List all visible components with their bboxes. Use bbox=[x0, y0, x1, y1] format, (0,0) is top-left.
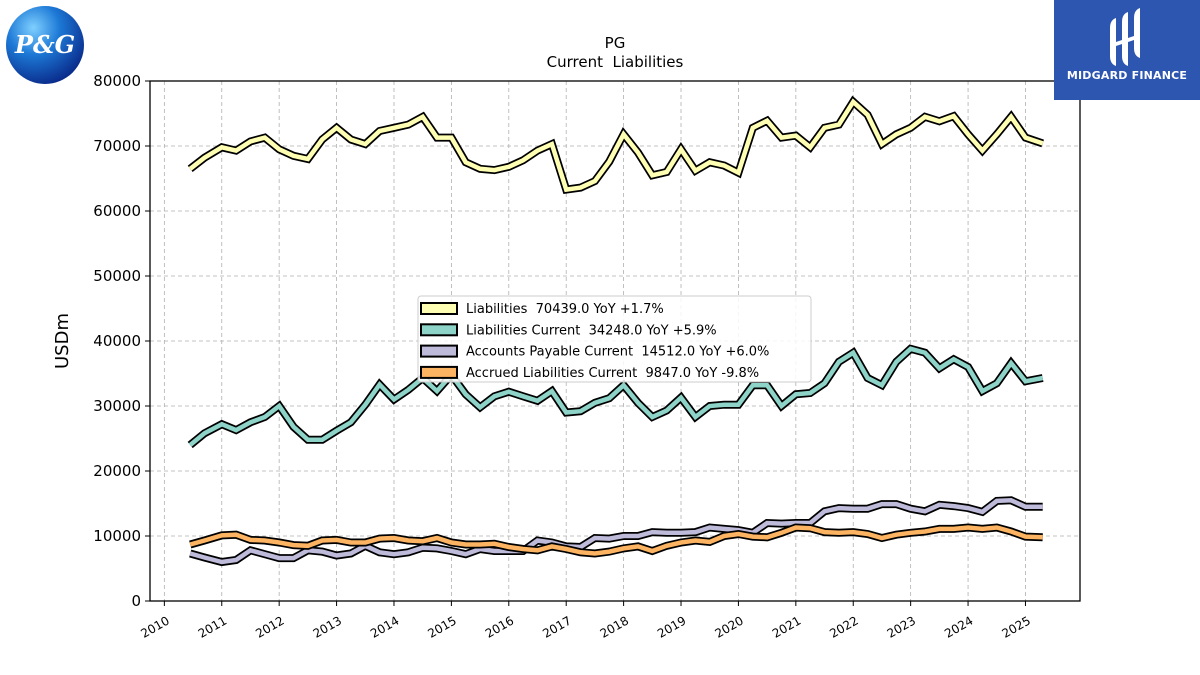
legend-swatch-3 bbox=[420, 365, 458, 379]
series-lines bbox=[187, 95, 1044, 567]
legend-label-2: Accounts Payable Current 14512.0 YoY +6.… bbox=[466, 345, 769, 360]
legend-swatch-1 bbox=[420, 323, 458, 337]
series-line-3 bbox=[189, 525, 1043, 556]
chart-subtitle: Current Liabilities bbox=[547, 53, 684, 71]
x-tick-label: 2012 bbox=[253, 613, 286, 640]
pg-logo-text: P&G bbox=[14, 30, 75, 59]
x-tick-label: 2023 bbox=[885, 613, 918, 640]
midgard-finance-logo: MIDGARD FINANCE bbox=[1054, 0, 1200, 100]
y-tick-label: 60000 bbox=[93, 202, 141, 220]
y-tick-label: 30000 bbox=[93, 397, 141, 415]
x-tick-label: 2016 bbox=[483, 613, 516, 640]
midgard-logo-text: MIDGARD FINANCE bbox=[1066, 69, 1188, 82]
y-tick-label: 50000 bbox=[93, 267, 141, 285]
series-line-2 bbox=[189, 498, 1043, 565]
legend-label-0: Liabilities 70439.0 YoY +1.7% bbox=[466, 302, 664, 317]
x-tick-label: 2014 bbox=[368, 613, 401, 640]
y-tick-label: 20000 bbox=[93, 462, 141, 480]
x-tick-label: 2021 bbox=[770, 613, 803, 640]
pg-logo: P&G bbox=[6, 6, 84, 84]
x-tick-label: 2019 bbox=[655, 613, 688, 640]
x-tick-label: 2024 bbox=[942, 613, 975, 640]
y-tick-label: 40000 bbox=[93, 332, 141, 350]
x-tick-label: 2010 bbox=[138, 613, 171, 640]
chart-title: PG bbox=[605, 34, 626, 52]
legend-box bbox=[417, 295, 812, 383]
x-tick-label: 2015 bbox=[425, 613, 458, 640]
y-tick-label: 0 bbox=[131, 592, 141, 610]
x-tick-label: 2018 bbox=[598, 613, 631, 640]
x-tick-label: 2017 bbox=[540, 613, 573, 640]
y-tick-label: 70000 bbox=[93, 137, 141, 155]
legend-swatch-0 bbox=[420, 302, 458, 315]
y-tick-label: 10000 bbox=[93, 527, 141, 545]
series-line-0 bbox=[188, 98, 1044, 193]
x-tick-label: 2022 bbox=[827, 613, 860, 640]
legend-swatch-2 bbox=[420, 344, 458, 358]
x-tick-label: 2013 bbox=[311, 613, 344, 640]
x-tick-label: 2025 bbox=[1000, 613, 1033, 640]
legend-label-1: Liabilities Current 34248.0 YoY +5.9% bbox=[466, 323, 717, 338]
x-tick-label: 2020 bbox=[712, 613, 745, 640]
x-tick-label: 2011 bbox=[196, 613, 229, 640]
series-line-1 bbox=[188, 346, 1044, 447]
y-axis-label: USDm bbox=[52, 313, 73, 369]
y-tick-label: 80000 bbox=[93, 72, 141, 90]
midgard-mark-icon bbox=[1110, 8, 1140, 66]
legend: Liabilities 70439.0 YoY +1.7% Liabilities… bbox=[417, 295, 812, 383]
legend-label-3: Accrued Liabilities Current 9847.0 YoY -… bbox=[466, 366, 759, 381]
